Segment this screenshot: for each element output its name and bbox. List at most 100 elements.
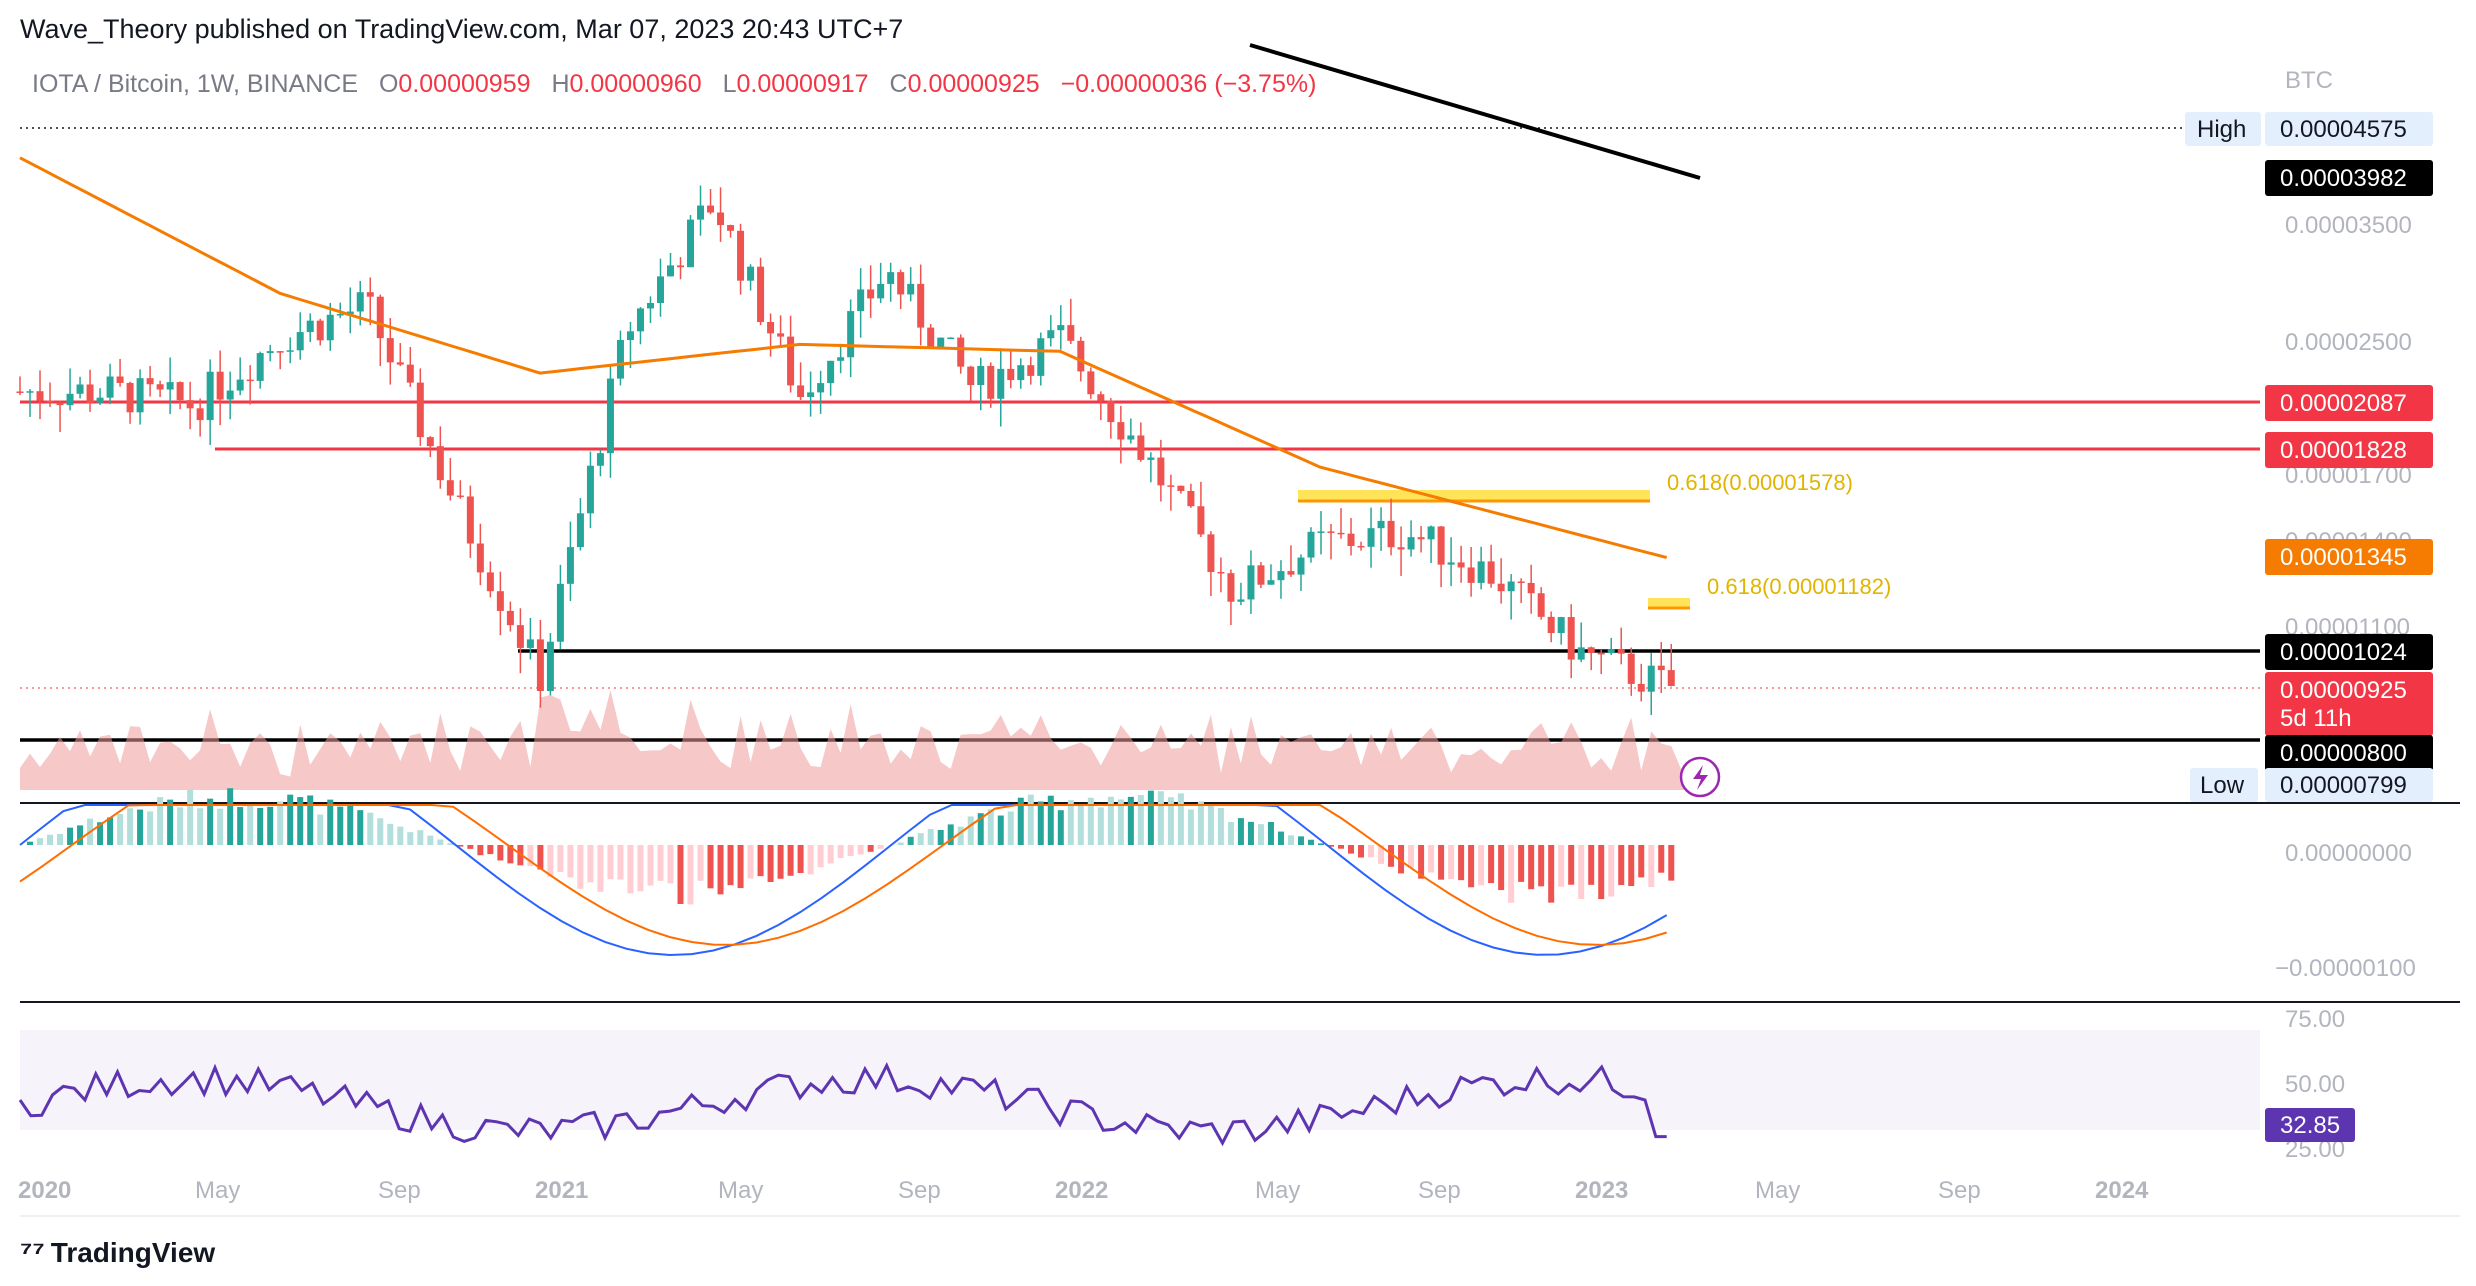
macd-bar — [1648, 845, 1655, 888]
symbol-label[interactable]: IOTA / Bitcoin, 1W, BINANCE — [32, 70, 359, 98]
candle — [96, 388, 104, 405]
candle — [857, 268, 865, 338]
macd-bar — [1047, 795, 1054, 845]
low-value: 0.00000917 — [736, 70, 869, 98]
candle — [1397, 526, 1405, 576]
svg-text:5d 11h: 5d 11h — [2280, 705, 2352, 732]
macd-bar — [27, 841, 34, 845]
candle — [76, 376, 84, 399]
svg-text:0.00004575: 0.00004575 — [2280, 116, 2407, 143]
macd-bar — [347, 804, 354, 845]
time-label: Sep — [378, 1177, 421, 1204]
macd-bar — [137, 809, 144, 845]
macd-bar — [677, 845, 684, 904]
candle — [526, 617, 534, 660]
macd-bar — [427, 835, 434, 845]
candle — [1427, 525, 1435, 564]
macd-bar — [667, 845, 674, 884]
macd-bar — [947, 824, 954, 845]
candle — [1437, 526, 1445, 588]
candle — [576, 498, 584, 551]
macd-bar — [397, 826, 404, 845]
candle — [276, 351, 284, 370]
candle — [126, 381, 134, 424]
macd-bar — [1167, 797, 1174, 845]
macd-bar — [357, 810, 364, 845]
candle — [677, 257, 685, 280]
macd-bar — [1618, 845, 1625, 886]
macd-bar — [1378, 845, 1385, 864]
candle — [1407, 520, 1415, 557]
macd-bar — [927, 829, 934, 845]
candle — [426, 436, 434, 458]
descending-trendline — [1249, 43, 1701, 180]
close-value: 0.00000925 — [907, 70, 1040, 98]
macd-bar — [607, 845, 614, 880]
time-label: May — [1755, 1177, 1800, 1204]
candle — [1597, 649, 1605, 675]
macd-bar — [1538, 845, 1545, 887]
macd-histogram — [27, 788, 1675, 905]
candle — [286, 337, 294, 364]
time-axis[interactable]: 2020 May Sep 2021 May Sep 2022 May Sep 2… — [18, 1177, 2149, 1204]
candle — [1147, 452, 1155, 483]
candle — [1187, 483, 1195, 508]
macd-bar — [787, 845, 794, 876]
candle — [366, 277, 374, 326]
macd-bar — [627, 845, 634, 894]
candle — [1347, 518, 1355, 556]
macd-bar — [757, 845, 764, 877]
candle — [1087, 367, 1095, 399]
macd-bar — [777, 845, 784, 879]
rsi-line — [18, 1061, 1667, 1147]
candle — [737, 223, 745, 295]
macd-bar — [307, 795, 314, 845]
candle — [1517, 578, 1525, 604]
close-key: C — [889, 70, 908, 98]
candle — [1207, 531, 1215, 597]
macd-bar — [1197, 801, 1204, 845]
macd-bar — [127, 808, 134, 845]
candle — [917, 264, 925, 346]
macd-bar — [1518, 845, 1525, 882]
time-label: May — [195, 1177, 240, 1204]
macd-bar — [1348, 845, 1355, 854]
macd-bar — [1588, 845, 1595, 885]
macd-bar — [1468, 845, 1475, 888]
macd-bar — [247, 805, 254, 845]
macd-bar — [327, 799, 334, 845]
candle — [466, 485, 474, 558]
macd-bar — [1528, 845, 1535, 890]
candle — [1507, 574, 1515, 620]
macd-bar — [1177, 793, 1184, 845]
candle — [1337, 508, 1345, 539]
candle — [1577, 622, 1585, 663]
macd-bar — [827, 845, 834, 864]
macd-bar — [657, 845, 664, 881]
candle — [727, 224, 735, 238]
candle — [1567, 604, 1575, 679]
candle — [747, 264, 755, 291]
candle — [416, 368, 424, 446]
candle — [707, 189, 715, 215]
rsi-band — [20, 1030, 2260, 1130]
macd-bar — [117, 814, 124, 845]
candle — [206, 359, 214, 445]
price-axis[interactable]: BTC 0.00003500 0.00002500 0.00001700 0.0… — [2275, 67, 2416, 1163]
candle — [897, 269, 905, 310]
candle — [847, 299, 855, 378]
svg-text:0.00000799: 0.00000799 — [2280, 772, 2407, 799]
low-badge: Low 0.00000799 — [2190, 768, 2433, 802]
candle — [1047, 315, 1055, 347]
candle — [1387, 498, 1395, 556]
bolt-icon[interactable] — [1679, 756, 1721, 798]
time-label: Sep — [1938, 1177, 1981, 1204]
svg-text:0.00002087: 0.00002087 — [2280, 390, 2407, 417]
candle — [1447, 537, 1455, 587]
tradingview-logo[interactable]: ⁷⁷ TradingView — [20, 1236, 215, 1270]
candle — [1097, 391, 1105, 421]
ema-badge: 0.00001345 — [2265, 539, 2433, 575]
open-key: O — [378, 70, 399, 98]
candle — [1067, 298, 1075, 345]
